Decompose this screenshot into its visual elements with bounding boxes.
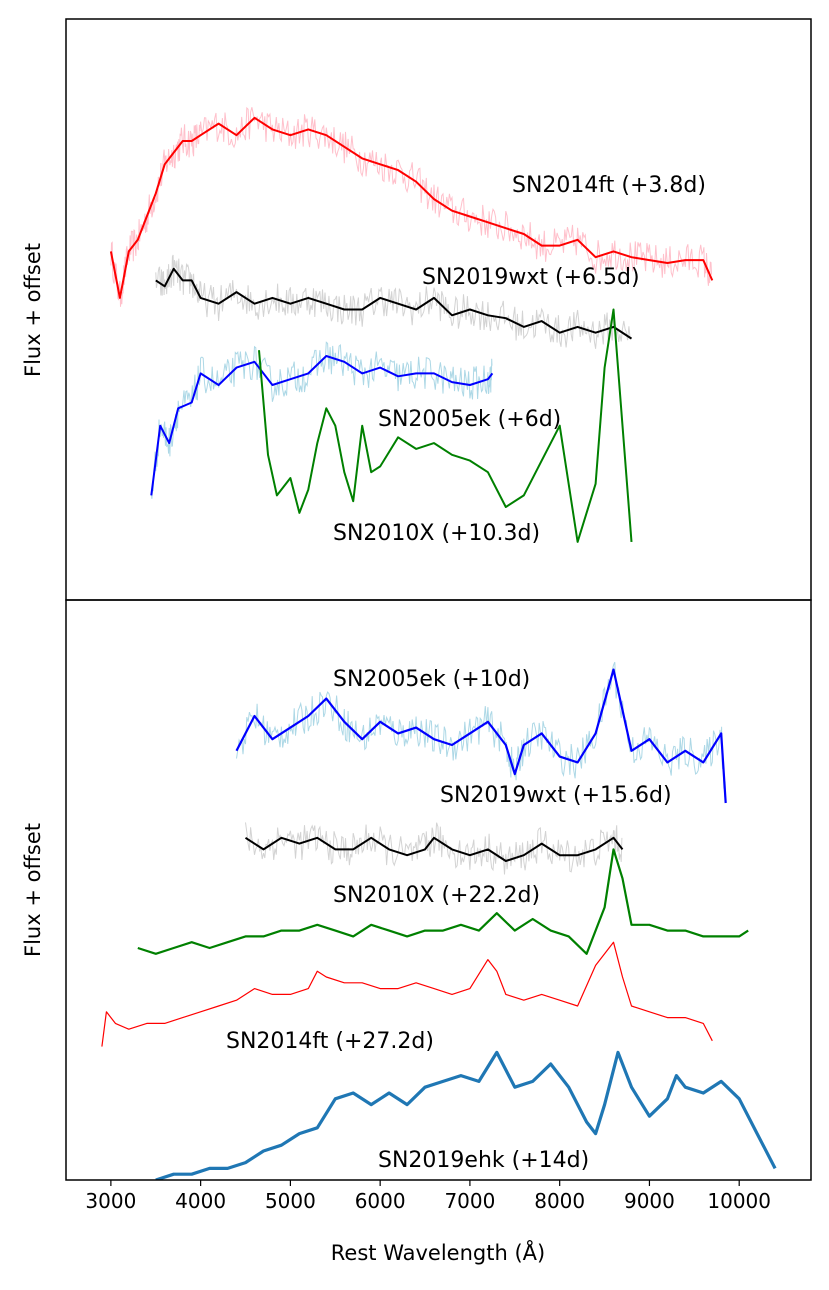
sn2010x-22-2d-spectrum-line [137, 848, 749, 955]
sn2019ehk-14d-spectrum-line [155, 1050, 777, 1180]
top-panel-frame [65, 18, 812, 601]
sn2005ek-6d-spectrum-line [150, 355, 494, 496]
sn2010x-10-3d-label: SN2010X (+10.3d) [333, 521, 540, 546]
sn2005ek-10d-label: SN2005ek (+10d) [333, 667, 530, 692]
x-tick-label-4000: 4000 [175, 1189, 226, 1213]
sn2019wxt-15-6d-noise-spectrum [245, 822, 623, 875]
sn2005ek-10d-spectrum-line [235, 668, 727, 804]
top-panel: SN2014ft (+3.8d) SN2019wxt (+6.5d) SN2005e… [21, 18, 812, 601]
bottom-panel-series-labels: SN2005ek (+10d) SN2019wxt (+15.6d) SN2010X… [226, 667, 672, 1173]
sn2010x-10-3d-spectrum-line [258, 308, 633, 543]
sn2019wxt-15-6d-spectrum-line [244, 836, 624, 862]
top-panel-series-labels: SN2014ft (+3.8d) SN2019wxt (+6.5d) SN2005e… [333, 173, 706, 546]
sn2019wxt-6-5d-label: SN2019wxt (+6.5d) [422, 265, 640, 290]
x-tick-label-10000: 10000 [707, 1189, 771, 1213]
sn2014ft-27-2d-spectrum-line [101, 941, 713, 1047]
sn2019ehk-14d-label: SN2019ehk (+14d) [378, 1148, 589, 1173]
bottom-panel: SN2005ek (+10d) SN2019wxt (+15.6d) SN2010X… [21, 599, 812, 1265]
sn2010x-22-2d-label: SN2010X (+22.2d) [333, 883, 540, 908]
x-tick-label-8000: 8000 [534, 1189, 585, 1213]
sn2019wxt-15-6d-label: SN2019wxt (+15.6d) [440, 783, 672, 808]
x-axis-label: Rest Wavelength (Å) [331, 1239, 545, 1265]
sn2014ft-3-8d-spectrum-line [109, 116, 714, 299]
bottom-panel-ylabel: Flux + offset [21, 823, 45, 957]
top-panel-ylabel: Flux + offset [21, 243, 45, 377]
bottom-panel-frame [65, 599, 812, 1181]
x-tick-label-3000: 3000 [85, 1189, 136, 1213]
bottom-panel-series [101, 661, 777, 1180]
sn2014ft-27-2d-label: SN2014ft (+27.2d) [226, 1029, 434, 1054]
sn2014ft-3-8d-noise-spectrum [110, 106, 713, 307]
x-tick-label-5000: 5000 [265, 1189, 316, 1213]
sn2005ek-6d-noise-spectrum [150, 341, 493, 499]
top-panel-series [109, 106, 714, 543]
x-tick-label-6000: 6000 [355, 1189, 406, 1213]
sn2014ft-3-8d-label: SN2014ft (+3.8d) [512, 173, 706, 198]
sn2019wxt-6-5d-spectrum-line [155, 267, 633, 340]
x-axis-ticks: 3000 4000 5000 6000 7000 8000 9000 10000 [85, 1180, 771, 1213]
x-tick-label-7000: 7000 [444, 1189, 495, 1213]
x-tick-label-9000: 9000 [624, 1189, 675, 1213]
sn2005ek-6d-label: SN2005ek (+6d) [378, 407, 561, 432]
